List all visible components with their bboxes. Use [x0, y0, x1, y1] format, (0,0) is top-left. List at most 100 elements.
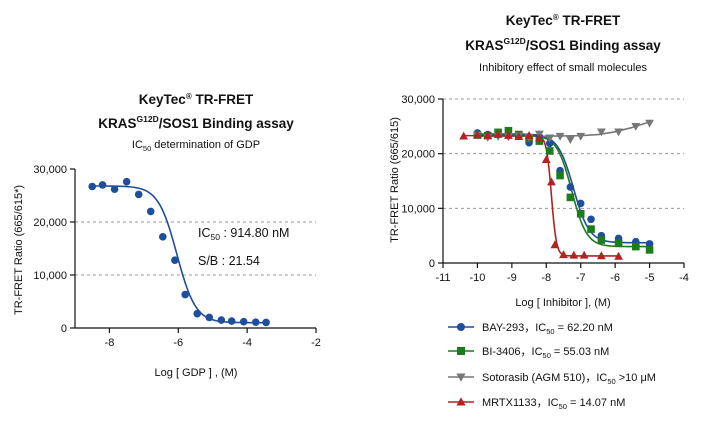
data-point-s0-10: [205, 313, 214, 322]
x-tick-label: -2: [311, 337, 321, 349]
data-point-s3-9: [547, 177, 556, 186]
chart-left-x-axis-label: Log [ GDP ] , (M): [155, 367, 238, 379]
y-tick-label: 0: [61, 323, 67, 335]
data-point-s0-2: [110, 185, 119, 193]
x-tick-label: -5: [645, 272, 655, 284]
chart-left-title-line1: KeyTec® TR-FRET: [139, 92, 254, 107]
data-point-s1-3: [504, 126, 513, 135]
data-point-s0-13: [239, 317, 248, 326]
y-tick-label: 30,000: [33, 164, 67, 176]
data-point-s3-3: [493, 129, 503, 138]
x-tick-label: -4: [679, 272, 689, 284]
data-point-s3-11: [559, 250, 568, 259]
x-tick-label: -6: [610, 272, 620, 284]
data-point-s3-1: [473, 130, 482, 139]
data-point-s1-12: [597, 236, 606, 244]
chart-right-x-axis-label: Log [ Inhibitor ], (M): [515, 297, 610, 309]
data-point-s0-9: [566, 183, 575, 191]
data-point-s3-5: [514, 132, 524, 141]
x-tick-label: -7: [576, 272, 586, 284]
legend-label-2: Sotorasib (AGM 510)，IC50 >10 μM: [482, 372, 656, 386]
chart-right-subtitle: Inhibitory effect of small molecules: [479, 62, 647, 74]
data-point-s0-11: [587, 215, 595, 224]
chart-left-ic50-annotation: IC50 : 914.80 nM: [198, 226, 289, 242]
data-point-s2-7: [545, 134, 555, 143]
data-point-s3-12: [569, 250, 579, 259]
data-point-s3-13: [579, 250, 589, 259]
data-point-s2-10: [576, 132, 586, 141]
data-point-s0-7: [545, 139, 554, 148]
data-point-s0-10: [576, 199, 585, 208]
data-point-s0-11: [217, 316, 226, 324]
data-point-s0-5: [146, 207, 155, 216]
fit-curve-0: [92, 185, 267, 324]
x-tick-label: -8: [105, 337, 115, 349]
data-point-s0-9: [193, 309, 202, 318]
fit-curve-0: [477, 133, 650, 244]
data-point-s1-10: [576, 210, 585, 218]
data-point-s3-15: [614, 251, 623, 260]
data-point-s0-3: [122, 177, 131, 186]
legend-marker-1: [457, 347, 465, 355]
x-tick-label: -4: [242, 337, 252, 349]
data-point-s2-8: [555, 132, 565, 141]
data-point-s1-14: [632, 242, 640, 251]
legend-marker-0: [457, 323, 465, 331]
chart-right-title-line1: KeyTec® TR-FRET: [506, 13, 621, 28]
data-point-s3-14: [596, 251, 606, 260]
x-tick-label: -9: [507, 272, 517, 284]
data-point-s1-7: [545, 147, 554, 155]
x-tick-label: -11: [435, 272, 450, 284]
legend-marker-2: [456, 373, 466, 382]
data-point-s1-11: [587, 225, 595, 233]
data-point-s0-8: [181, 290, 189, 299]
y-tick-label: 20,000: [401, 149, 435, 161]
data-point-s2-11: [596, 128, 606, 137]
y-tick-label: 0: [429, 258, 435, 270]
data-point-s0-7: [171, 256, 179, 264]
chart-left-y-axis-label: TR-FRET Ratio (665/615*): [13, 185, 25, 315]
legend-label-1: BI-3406，IC50 = 55.03 nM: [482, 346, 609, 360]
data-point-s1-13: [614, 239, 623, 248]
data-point-s3-10: [550, 240, 560, 249]
data-point-s3-0: [459, 131, 469, 140]
data-point-s2-13: [631, 123, 641, 131]
data-point-s0-12: [227, 317, 236, 325]
x-tick-label: -8: [541, 272, 551, 284]
data-point-s1-9: [566, 193, 575, 202]
chart-inhibitor: KeyTec® TR-FRET KRASG12D/SOS1 Binding as…: [389, 13, 689, 411]
data-point-s0-14: [251, 318, 260, 326]
y-tick-label: 20,000: [33, 217, 67, 229]
data-point-s0-15: [262, 318, 270, 327]
chart-gdp-ic50: KeyTec® TR-FRET KRASG12D/SOS1 Binding as…: [13, 92, 321, 379]
data-point-s0-6: [158, 233, 167, 241]
data-point-s1-8: [556, 171, 564, 180]
chart-right-y-axis-label: TR-FRET Ratio (665/615): [389, 117, 401, 243]
fit-curve-1: [477, 134, 650, 248]
chart-left-subtitle: IC50 determination of GDP: [132, 139, 260, 153]
chart-right-legend: BAY-293，IC50 = 62.20 nM BI-3406，IC50 = 55…: [448, 322, 656, 411]
legend-label-0: BAY-293，IC50 = 62.20 nM: [482, 322, 613, 336]
chart-left-title-line2: KRASG12D/SOS1 Binding assay: [98, 114, 294, 131]
data-point-s1-15: [645, 246, 654, 254]
data-point-s0-0: [88, 182, 97, 191]
data-point-s0-4: [134, 190, 143, 199]
data-point-s3-2: [483, 131, 493, 139]
y-tick-label: 30,000: [401, 94, 435, 106]
y-tick-label: 10,000: [33, 270, 67, 282]
data-point-s2-9: [565, 136, 575, 145]
y-tick-label: 10,000: [401, 203, 435, 215]
data-point-s2-12: [614, 128, 623, 137]
data-point-s3-4: [504, 131, 513, 139]
legend-marker-3: [456, 397, 466, 406]
x-tick-label: -10: [469, 272, 485, 284]
data-point-s3-6: [524, 131, 534, 139]
data-point-s3-8: [541, 155, 551, 163]
data-point-s3-7: [535, 133, 544, 142]
data-point-s0-15: [645, 240, 654, 248]
x-tick-label: -6: [173, 337, 183, 349]
legend-label-3: MRTX1133，IC50 = 14.07 nM: [482, 397, 625, 411]
chart-right-title-line2: KRASG12D/SOS1 Binding assay: [465, 36, 661, 53]
chart-left-sb-annotation: S/B : 21.54: [198, 254, 260, 268]
